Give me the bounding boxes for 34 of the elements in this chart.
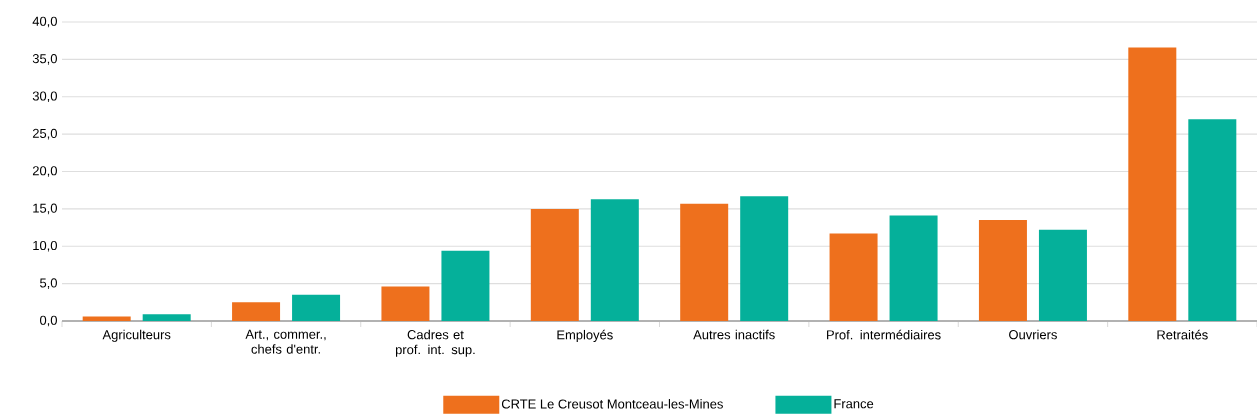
y-tick-label: 40,0	[32, 16, 57, 28]
bar	[292, 294, 341, 321]
y-tick-label: 10,0	[33, 240, 57, 252]
x-tick-label: Ouvriers	[1009, 329, 1057, 340]
bar	[1038, 229, 1087, 321]
bar	[1188, 119, 1237, 321]
bar	[889, 215, 938, 321]
x-tick-label: Cadres et prof. int. sup.	[395, 329, 475, 357]
bar	[829, 233, 878, 321]
bar	[530, 208, 579, 321]
bar	[680, 203, 729, 321]
bar	[232, 302, 281, 321]
x-tick-label: Employés	[557, 329, 613, 342]
legend-label: CRTE Le Creusot Montceau-les-Mines	[501, 399, 723, 409]
y-tick-label: 20,0	[32, 166, 57, 177]
x-tick-label: Art., commer., chefs d'entr.	[245, 329, 326, 354]
bar	[590, 199, 639, 321]
bar	[441, 250, 490, 321]
x-tick-label: Agriculteurs	[102, 329, 171, 342]
y-tick-label: 35,0	[32, 54, 57, 65]
x-tick-label: Autres inactifs	[693, 329, 775, 340]
legend-label: France	[834, 399, 874, 409]
y-tick-label: 5,0	[40, 278, 57, 289]
bar	[740, 196, 789, 321]
y-tick-label: 30,0	[32, 91, 57, 103]
bar	[978, 220, 1027, 321]
bar	[1128, 47, 1177, 321]
y-tick-label: 15,0	[33, 203, 57, 215]
x-tick-label: Retraités	[1157, 329, 1208, 340]
y-tick-label: 25,0	[32, 128, 57, 140]
bar	[142, 314, 191, 321]
y-tick-label: 0,0	[39, 315, 57, 327]
bar	[381, 286, 430, 321]
x-tick-label: Prof. intermédiaires	[827, 329, 941, 340]
